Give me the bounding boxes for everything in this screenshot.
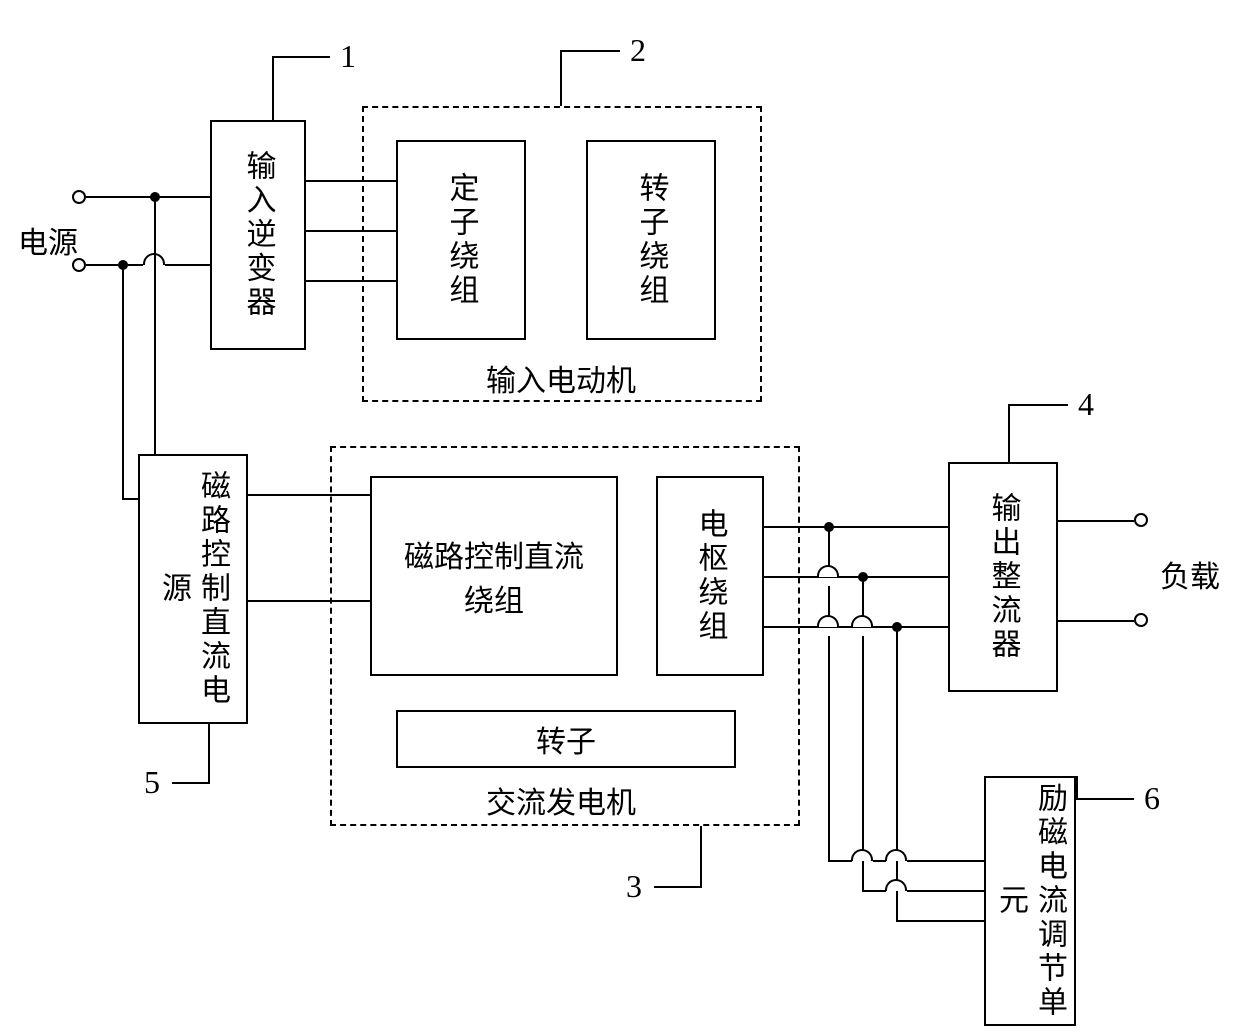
- power-label: 电源: [18, 218, 78, 262]
- output-rectifier-label: 输出整流器: [984, 492, 1023, 662]
- stator-winding: 定子绕组: [396, 140, 526, 340]
- wire: [154, 196, 156, 456]
- wire: [86, 264, 143, 266]
- num-4: 4: [1078, 386, 1094, 423]
- leader: [1008, 404, 1068, 406]
- leader: [560, 50, 620, 52]
- wire-hop: [885, 849, 907, 861]
- num-6: 6: [1144, 780, 1160, 817]
- leader: [272, 56, 274, 120]
- stator-winding-label: 定子绕组: [442, 172, 481, 308]
- rotor-label: 转子: [536, 717, 596, 761]
- rotor-winding-label: 转子绕组: [632, 172, 671, 308]
- power-terminal-top: [72, 190, 86, 204]
- wire: [165, 264, 210, 266]
- wire-hop: [851, 849, 873, 861]
- wire: [907, 890, 984, 892]
- wire: [1058, 520, 1134, 522]
- alternator-caption: 交流发电机: [486, 778, 636, 822]
- load-terminal-top: [1134, 513, 1148, 527]
- wire: [828, 860, 852, 862]
- leader: [272, 56, 330, 58]
- wire: [828, 526, 830, 566]
- dc-winding-label: 磁路控制直流绕组: [404, 532, 584, 620]
- wire: [828, 636, 830, 860]
- num-2: 2: [630, 32, 646, 69]
- dc-winding: 磁路控制直流绕组: [370, 476, 618, 676]
- leader: [560, 50, 562, 106]
- load-label: 负载: [1160, 552, 1220, 596]
- excitation-regulator-label: 励磁电流调节单元: [991, 778, 1069, 1024]
- excitation-regulator: 励磁电流调节单元: [984, 776, 1076, 1026]
- armature-winding: 电枢绕组: [656, 476, 764, 676]
- input-motor-caption: 输入电动机: [486, 356, 636, 400]
- leader: [208, 724, 210, 782]
- num-5: 5: [144, 764, 160, 801]
- wire: [862, 576, 864, 616]
- output-rectifier: 输出整流器: [948, 462, 1058, 692]
- input-inverter: 输入逆变器: [210, 120, 306, 350]
- leader: [700, 826, 702, 886]
- wire: [86, 196, 210, 198]
- leader: [1008, 404, 1010, 462]
- wire-hop: [817, 565, 839, 577]
- dc-power-supply-label: 磁路控制直流电源: [154, 456, 232, 722]
- wire-hop: [885, 879, 907, 891]
- leader: [654, 886, 702, 888]
- wire: [122, 264, 124, 500]
- wire-hop: [817, 615, 839, 627]
- load-terminal-bot: [1134, 613, 1148, 627]
- num-3: 3: [626, 868, 642, 905]
- wire: [828, 586, 830, 616]
- leader: [1076, 776, 1078, 800]
- wire: [896, 920, 984, 922]
- input-inverter-label: 输入逆变器: [239, 150, 278, 320]
- leader: [1076, 798, 1134, 800]
- wire: [907, 860, 984, 862]
- rotor-winding: 转子绕组: [586, 140, 716, 340]
- num-1: 1: [340, 38, 356, 75]
- wire: [764, 526, 948, 528]
- rotor-box: 转子: [396, 710, 736, 768]
- leader: [172, 782, 210, 784]
- wire: [764, 576, 948, 578]
- wire: [896, 626, 898, 920]
- wire: [1058, 620, 1134, 622]
- wire-hop: [851, 615, 873, 627]
- wire: [862, 890, 886, 892]
- dc-power-supply: 磁路控制直流电源: [138, 454, 248, 724]
- armature-winding-label: 电枢绕组: [691, 508, 730, 644]
